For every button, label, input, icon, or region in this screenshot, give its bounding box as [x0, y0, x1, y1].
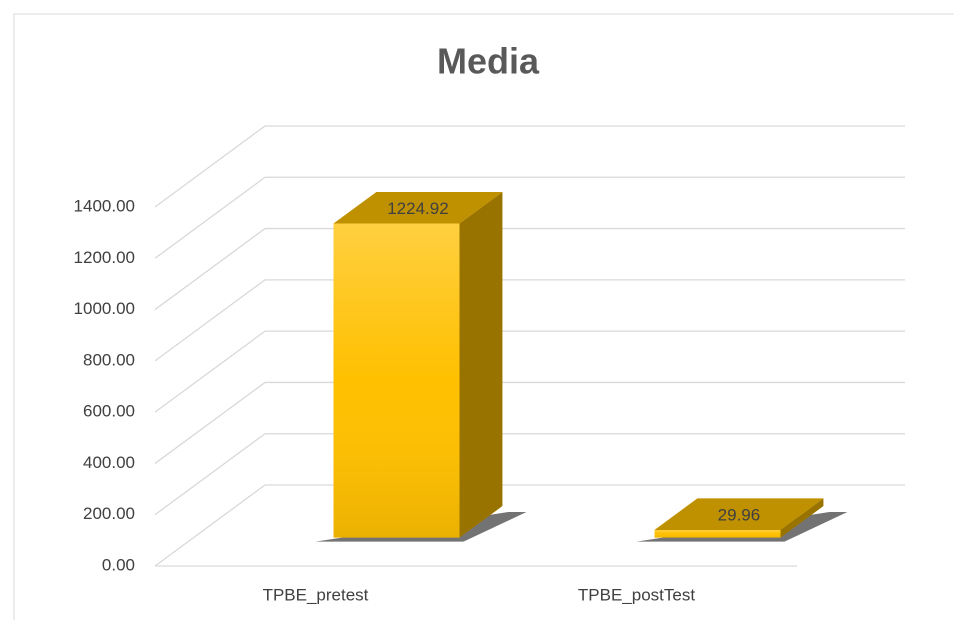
x-tick-label: TPBE_postTest [578, 585, 695, 604]
y-tick-label: 0.00 [102, 555, 135, 574]
grid-line [154, 176, 905, 259]
y-tick-label: 1200.00 [74, 248, 135, 267]
y-tick-label: 1400.00 [74, 196, 135, 215]
frame [13, 13, 954, 620]
bar-top [333, 191, 503, 224]
grid-line [154, 279, 905, 362]
bar-top-shade [654, 498, 824, 530]
y-tick-label: 200.00 [83, 504, 135, 523]
grid-line [154, 330, 905, 413]
grid-line [154, 227, 905, 311]
bar-top-shade [333, 191, 503, 224]
bar-side-shade [459, 191, 503, 538]
bar-side [459, 191, 503, 538]
grid-line [154, 433, 905, 516]
grid-line [154, 381, 905, 464]
data-label: 29.96 [718, 506, 761, 525]
y-tick-label: 400.00 [83, 453, 135, 472]
bar-front-shade [333, 223, 460, 538]
y-tick-label: 600.00 [83, 402, 135, 421]
bar-top [654, 498, 824, 530]
grid-line [154, 125, 905, 208]
grid-line [154, 484, 905, 567]
bar-side-shade [780, 498, 824, 538]
chart-title: Media [437, 41, 540, 82]
bar-front-shade [654, 529, 781, 538]
y-tick-label: 1000.00 [74, 299, 135, 318]
bar-side [780, 498, 824, 538]
y-tick-label: 800.00 [83, 350, 135, 369]
x-tick-label: TPBE_pretest [263, 585, 369, 604]
data-label: 1224.92 [387, 199, 448, 218]
